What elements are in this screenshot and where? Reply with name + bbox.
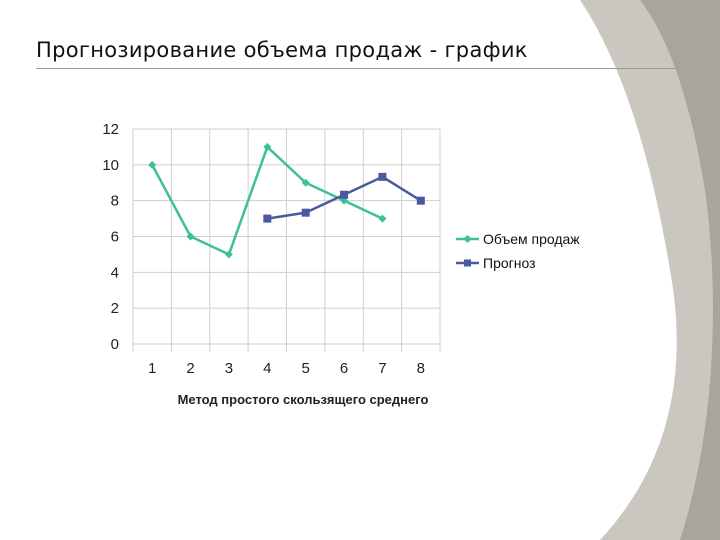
legend: Объем продаж Прогноз: [456, 231, 580, 271]
data-point: [148, 160, 157, 169]
x-tick-label: 2: [186, 360, 194, 377]
x-tick-label: 4: [263, 360, 271, 377]
data-point: [186, 232, 195, 241]
data-point: [340, 190, 349, 199]
x-tick-label: 7: [378, 360, 386, 377]
slide-title: Прогнозирование объема продаж - график: [36, 38, 528, 62]
x-tick-label: 8: [417, 360, 425, 377]
legend-item-forecast: Прогноз: [456, 255, 536, 271]
decorative-swoosh-dark: [640, 0, 720, 540]
x-tick-label: 6: [340, 360, 348, 377]
legend-item-sales: Объем продаж: [456, 231, 580, 247]
x-tick-label: 3: [225, 360, 233, 377]
y-tick-label: 12: [102, 121, 119, 138]
data-point: [224, 250, 233, 259]
gridlines: [132, 128, 441, 352]
y-tick-label: 8: [111, 193, 119, 210]
legend-label-forecast: Прогноз: [483, 255, 536, 271]
x-axis-ticks: 1 2 3 4 5 6 7 8: [148, 360, 425, 377]
title-underline: [36, 68, 678, 69]
y-tick-label: 10: [102, 157, 119, 174]
y-tick-label: 6: [111, 229, 119, 246]
series-sales: [148, 142, 387, 259]
series-lines: [148, 142, 425, 259]
data-point: [263, 214, 272, 223]
data-point: [378, 214, 387, 223]
data-point: [301, 178, 310, 187]
data-point: [378, 172, 387, 181]
x-axis-label: Метод простого скользящего среднего: [178, 392, 429, 407]
y-tick-label: 4: [111, 264, 119, 281]
y-axis-ticks: 0 2 4 6 8 10 12: [102, 121, 119, 353]
series-forecast: [263, 172, 425, 223]
data-point: [340, 196, 349, 205]
x-tick-label: 1: [148, 360, 156, 377]
y-tick-label: 2: [111, 300, 119, 317]
decorative-swoosh: [580, 0, 720, 540]
data-point: [416, 196, 425, 205]
x-tick-label: 5: [302, 360, 310, 377]
data-point: [301, 208, 310, 217]
data-point: [263, 142, 272, 151]
legend-label-sales: Объем продаж: [483, 231, 580, 247]
y-tick-label: 0: [111, 336, 119, 353]
